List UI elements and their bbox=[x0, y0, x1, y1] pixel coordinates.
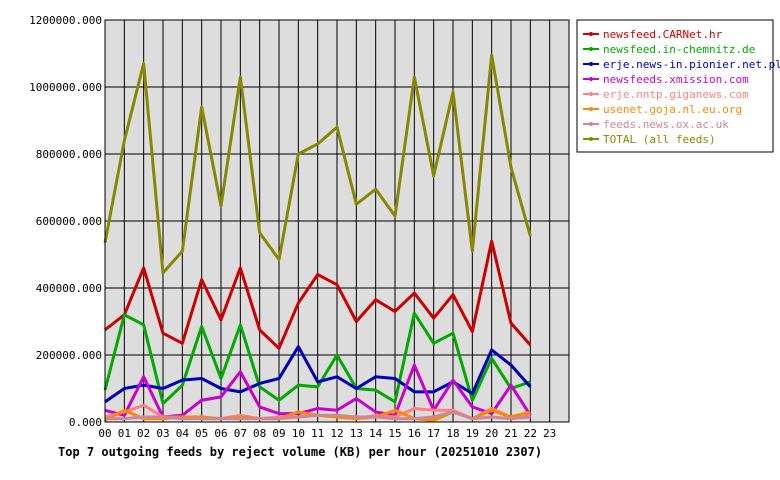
legend-label: newsfeed.CARNet.hr bbox=[603, 28, 723, 41]
legend-label: newsfeed.in-chemnitz.de bbox=[603, 43, 755, 56]
x-tick-label: 01 bbox=[118, 427, 131, 440]
legend-box bbox=[576, 19, 774, 153]
legend-label: erje.news-in.pionier.net.pl bbox=[603, 58, 780, 71]
legend-label: newsfeeds.xmission.com bbox=[603, 73, 749, 86]
x-tick-label: 04 bbox=[176, 427, 190, 440]
legend-marker bbox=[589, 77, 593, 81]
y-tick-label: 200000.000 bbox=[36, 349, 102, 362]
series-line bbox=[105, 410, 531, 421]
legend-marker bbox=[589, 137, 593, 141]
x-tick-label: 13 bbox=[350, 427, 363, 440]
x-tick-label: 22 bbox=[524, 427, 537, 440]
x-tick-label: 16 bbox=[408, 427, 421, 440]
x-tick-label: 09 bbox=[272, 427, 285, 440]
x-tick-label: 23 bbox=[543, 427, 556, 440]
x-tick-label: 19 bbox=[466, 427, 479, 440]
series-line bbox=[103, 53, 532, 275]
grid-lines bbox=[105, 19, 569, 423]
legend-marker bbox=[589, 92, 593, 96]
series-line bbox=[104, 239, 532, 350]
x-tick-label: 06 bbox=[214, 427, 227, 440]
legend-label: TOTAL (all feeds) bbox=[603, 133, 716, 146]
y-axis-tick-labels: 0.000 200000.000 400000.000 600000.000 80000… bbox=[29, 14, 102, 429]
x-axis-tick-labels: 00 01 02 03 04 05 06 07 08 09 10 11 12 13 14 15 16 17 18 19… bbox=[98, 427, 556, 440]
x-tick-label: 18 bbox=[446, 427, 459, 440]
y-tick-label: 1000000.000 bbox=[29, 81, 102, 94]
x-tick-label: 12 bbox=[330, 427, 343, 440]
x-tick-label: 08 bbox=[253, 427, 266, 440]
x-tick-label: 21 bbox=[504, 427, 517, 440]
legend-marker bbox=[589, 47, 593, 51]
y-tick-label: 600000.000 bbox=[36, 215, 102, 228]
y-tick-label: 1200000.000 bbox=[29, 14, 102, 27]
x-tick-label: 03 bbox=[156, 427, 169, 440]
x-tick-label: 07 bbox=[234, 427, 247, 440]
chart-title: Top 7 outgoing feeds by reject volume (K… bbox=[58, 445, 542, 459]
y-tick-label: 800000.000 bbox=[36, 148, 102, 161]
legend-marker bbox=[589, 122, 593, 126]
legend-label: erje.nntp.giganews.com bbox=[603, 88, 749, 101]
x-tick-label: 14 bbox=[369, 427, 383, 440]
legend-marker bbox=[589, 62, 593, 66]
series-line bbox=[103, 311, 531, 406]
x-tick-label: 11 bbox=[311, 427, 324, 440]
x-tick-label: 00 bbox=[98, 427, 111, 440]
plot-border bbox=[104, 19, 570, 423]
legend: newsfeed.CARNet.hr newsfeed.in-chemnitz.d… bbox=[576, 19, 780, 153]
x-tick-label: 20 bbox=[485, 427, 498, 440]
x-tick-label: 02 bbox=[137, 427, 150, 440]
legend-marker bbox=[589, 32, 593, 36]
series-lines bbox=[103, 53, 532, 422]
legend-label: usenet.goja.nl.eu.org bbox=[603, 103, 742, 116]
x-tick-label: 17 bbox=[427, 427, 440, 440]
x-tick-label: 10 bbox=[292, 427, 305, 440]
x-tick-label: 15 bbox=[388, 427, 401, 440]
series-line bbox=[104, 345, 532, 404]
y-tick-label: 400000.000 bbox=[36, 282, 102, 295]
y-tick-label: 0.000 bbox=[69, 416, 102, 429]
x-tick-label: 05 bbox=[195, 427, 208, 440]
legend-marker bbox=[589, 107, 593, 111]
legend-label: feeds.news.ox.ac.uk bbox=[603, 118, 729, 131]
